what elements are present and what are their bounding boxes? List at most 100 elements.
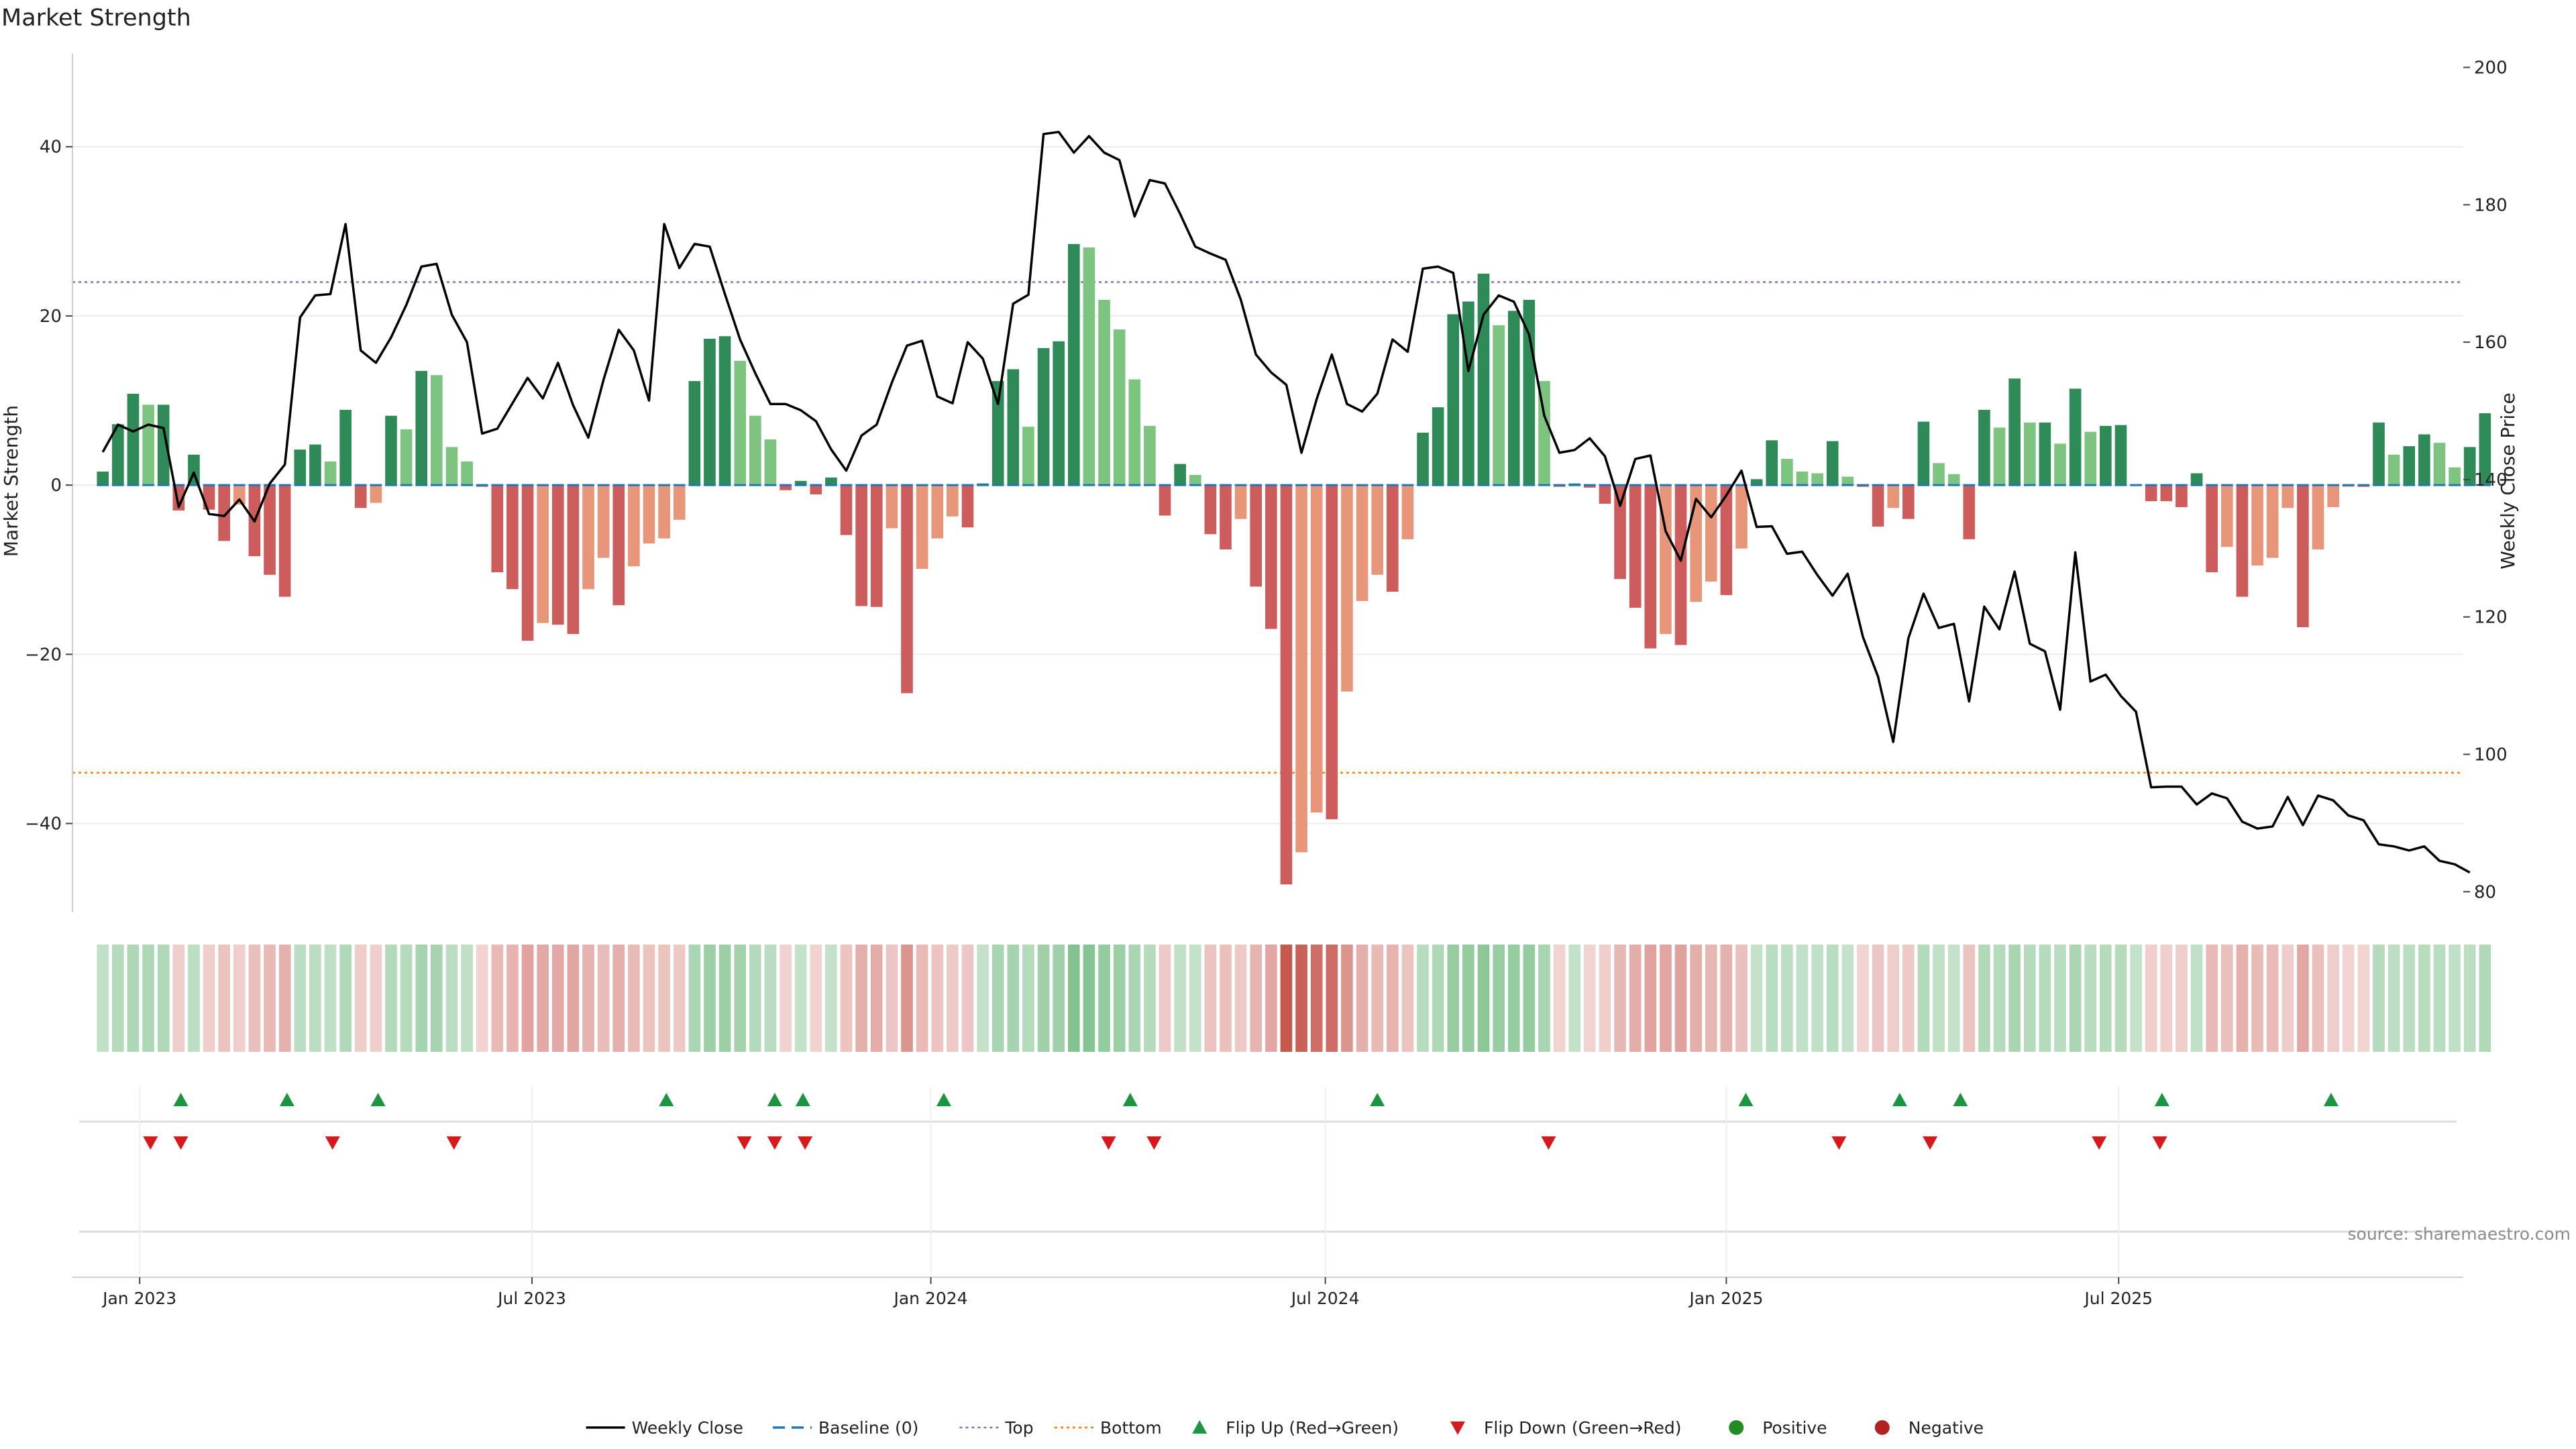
- heat-cell: [1113, 945, 1126, 1052]
- strength-bar: [112, 424, 124, 486]
- strength-bar: [1796, 471, 1809, 486]
- flip-up-marker: [936, 1093, 951, 1106]
- flip-down-marker: [798, 1136, 813, 1150]
- strength-bar: [127, 393, 140, 486]
- strength-bar: [2282, 485, 2294, 508]
- heat-cell: [2342, 945, 2355, 1052]
- strength-bar: [1781, 459, 1793, 486]
- strength-bar: [370, 485, 382, 503]
- strength-bar: [1310, 485, 1323, 813]
- left-tick-label: 20: [40, 307, 62, 327]
- heat-cell: [947, 945, 959, 1052]
- weekly-close-series: [101, 130, 2471, 874]
- strength-bar: [991, 381, 1004, 486]
- strength-bar: [415, 370, 428, 486]
- heat-cell: [1947, 945, 1960, 1052]
- strength-bar: [491, 485, 504, 573]
- heat-cell: [2220, 945, 2233, 1052]
- x-tick-label: Jan 2025: [1688, 1289, 1763, 1308]
- legend-item: Negative: [1874, 1418, 1984, 1438]
- flip-up-marker: [795, 1093, 810, 1106]
- strength-bar: [1341, 485, 1353, 692]
- heat-cell: [248, 945, 261, 1052]
- strength-bar: [2220, 485, 2233, 547]
- heat-cell: [1963, 945, 1976, 1052]
- heat-cell: [112, 945, 124, 1052]
- strength-bar: [445, 447, 458, 486]
- heat-cell: [1432, 945, 1444, 1052]
- heat-cell: [1022, 945, 1034, 1052]
- strength-bar: [718, 336, 731, 486]
- legend-label: Bottom: [1100, 1418, 1162, 1438]
- legend-item: Bottom: [1055, 1418, 1162, 1438]
- flip-up-marker: [1892, 1093, 1907, 1106]
- legend-triangle-up-icon: [1192, 1420, 1208, 1434]
- heat-cell: [2206, 945, 2218, 1052]
- strength-bar: [400, 429, 413, 486]
- legend-label: Flip Up (Red→Green): [1226, 1418, 1399, 1438]
- strength-bar: [2039, 422, 2051, 486]
- heat-cell: [961, 945, 974, 1052]
- strength-bar: [1902, 485, 1915, 519]
- flip-up-marker: [767, 1093, 782, 1106]
- strength-bar: [551, 485, 564, 625]
- flip-down-marker: [2152, 1136, 2167, 1150]
- strength-bar: [1674, 485, 1687, 645]
- heat-cell: [521, 945, 534, 1052]
- flip-markers: [79, 1087, 2457, 1276]
- strength-bar: [658, 485, 670, 539]
- heat-cell: [855, 945, 867, 1052]
- heat-cell: [718, 945, 731, 1052]
- flip-down-marker: [737, 1136, 752, 1150]
- heat-cell: [2130, 945, 2142, 1052]
- heat-cell: [1766, 945, 1778, 1052]
- strength-bars: [97, 244, 2491, 885]
- heat-cell: [339, 945, 352, 1052]
- strength-bar: [506, 485, 519, 590]
- strength-bar: [264, 485, 276, 575]
- strength-bar: [1933, 463, 1945, 486]
- chart-title: Market Strength: [1, 5, 191, 32]
- legend-item: Positive: [1729, 1418, 1827, 1438]
- heat-cell: [2145, 945, 2157, 1052]
- strength-bar: [2206, 485, 2218, 573]
- strength-bar: [961, 485, 974, 528]
- strength-bar: [1584, 485, 1596, 488]
- strength-bar: [1644, 485, 1657, 649]
- left-axis: 40 20 0 −20 −40: [25, 54, 73, 912]
- heat-cell: [885, 945, 898, 1052]
- x-tick-label: Jan 2024: [892, 1289, 967, 1308]
- strength-bar: [1493, 325, 1505, 486]
- strength-bar: [2160, 485, 2173, 502]
- strength-bar: [1826, 441, 1839, 486]
- strength-bar: [1735, 485, 1748, 549]
- source-note: source: sharemaestro.com: [2348, 1224, 2571, 1244]
- strength-bar: [2114, 425, 2127, 486]
- strength-bar: [810, 485, 822, 495]
- heat-cell: [233, 945, 246, 1052]
- heat-cell: [673, 945, 686, 1052]
- heat-cell: [97, 945, 109, 1052]
- heat-cell: [2449, 945, 2461, 1052]
- strength-bar: [1599, 485, 1611, 504]
- heat-cell: [1159, 945, 1171, 1052]
- strength-bar: [1386, 485, 1399, 592]
- heat-cell: [1781, 945, 1793, 1052]
- heat-cell: [658, 945, 670, 1052]
- heat-cell: [2373, 945, 2385, 1052]
- strength-bar: [704, 338, 716, 486]
- strength-bar: [1128, 379, 1141, 486]
- legend-label: Weekly Close: [632, 1418, 743, 1438]
- heat-cell: [977, 945, 989, 1052]
- heat-cell: [278, 945, 291, 1052]
- heat-cell: [1660, 945, 1672, 1052]
- heat-cell: [1735, 945, 1748, 1052]
- legend-item: Weekly Close: [586, 1418, 743, 1438]
- strength-bar: [2236, 485, 2249, 597]
- heat-cell: [1098, 945, 1110, 1052]
- heat-cell: [1553, 945, 1566, 1052]
- strength-bar: [157, 405, 170, 486]
- right-tick-label: 140: [2474, 470, 2508, 490]
- strength-bar: [643, 485, 655, 544]
- heat-cell: [1826, 945, 1839, 1052]
